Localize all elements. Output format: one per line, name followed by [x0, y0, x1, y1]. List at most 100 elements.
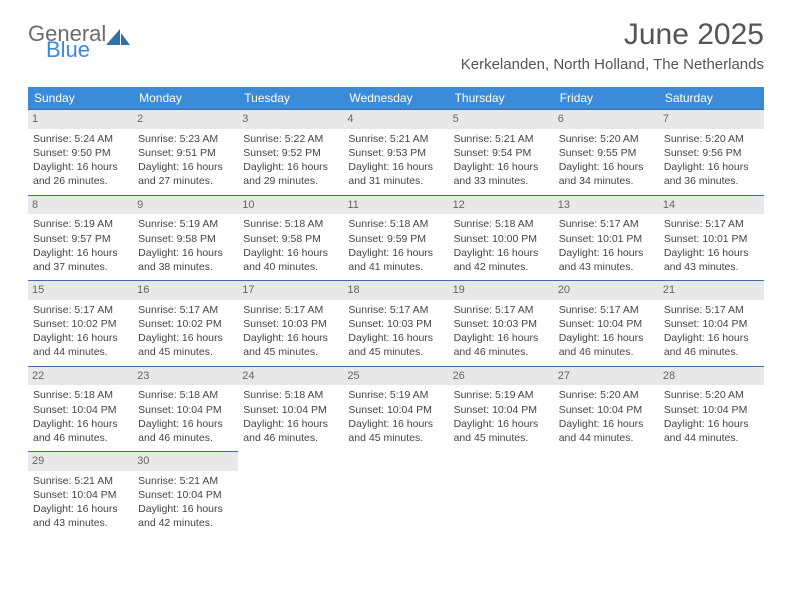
- sunset-text: Sunset: 9:50 PM: [33, 146, 128, 160]
- daylight-text: Daylight: 16 hours and 36 minutes.: [664, 160, 759, 188]
- weekday-header: Thursday: [449, 87, 554, 109]
- daylight-text: Daylight: 16 hours and 44 minutes.: [664, 417, 759, 445]
- sunrise-text: Sunrise: 5:22 AM: [243, 132, 338, 146]
- day-cell: [238, 451, 343, 537]
- sunset-text: Sunset: 10:02 PM: [33, 317, 128, 331]
- sunset-text: Sunset: 10:04 PM: [559, 403, 654, 417]
- sunrise-text: Sunrise: 5:23 AM: [138, 132, 233, 146]
- weekday-header: Wednesday: [343, 87, 448, 109]
- day-number: 25: [343, 366, 448, 386]
- sunrise-text: Sunrise: 5:18 AM: [33, 388, 128, 402]
- daylight-text: Daylight: 16 hours and 27 minutes.: [138, 160, 233, 188]
- sunset-text: Sunset: 9:58 PM: [243, 232, 338, 246]
- day-number: 19: [449, 280, 554, 300]
- day-number: 22: [28, 366, 133, 386]
- sunset-text: Sunset: 10:04 PM: [33, 403, 128, 417]
- day-number: 16: [133, 280, 238, 300]
- title-block: June 2025 Kerkelanden, North Holland, Th…: [461, 18, 764, 83]
- day-cell: 23 Sunrise: 5:18 AMSunset: 10:04 PMDaylig…: [133, 366, 238, 452]
- header: General Blue June 2025 Kerkelanden, Nort…: [28, 18, 764, 83]
- sunset-text: Sunset: 9:57 PM: [33, 232, 128, 246]
- daylight-text: Daylight: 16 hours and 46 minutes.: [454, 331, 549, 359]
- day-number: 9: [133, 195, 238, 215]
- day-cell: 4Sunrise: 5:21 AMSunset: 9:53 PMDaylight…: [343, 109, 448, 195]
- day-cell: 14Sunrise: 5:17 AMSunset: 10:01 PMDaylig…: [659, 195, 764, 281]
- day-number: 26: [449, 366, 554, 386]
- day-number: 27: [554, 366, 659, 386]
- sunset-text: Sunset: 10:04 PM: [138, 488, 233, 502]
- weekday-header: Monday: [133, 87, 238, 109]
- day-number: 30: [133, 451, 238, 471]
- sunrise-text: Sunrise: 5:21 AM: [33, 474, 128, 488]
- day-number: 4: [343, 109, 448, 129]
- month-title: June 2025: [461, 18, 764, 52]
- sunrise-text: Sunrise: 5:17 AM: [348, 303, 443, 317]
- day-number: 5: [449, 109, 554, 129]
- sunrise-text: Sunrise: 5:20 AM: [559, 132, 654, 146]
- day-cell: 15Sunrise: 5:17 AMSunset: 10:02 PMDaylig…: [28, 280, 133, 366]
- sail-icon: [106, 29, 130, 47]
- sunrise-text: Sunrise: 5:17 AM: [559, 303, 654, 317]
- sunset-text: Sunset: 10:00 PM: [454, 232, 549, 246]
- sunrise-text: Sunrise: 5:17 AM: [454, 303, 549, 317]
- day-number: 3: [238, 109, 343, 129]
- day-number: 8: [28, 195, 133, 215]
- daylight-text: Daylight: 16 hours and 26 minutes.: [33, 160, 128, 188]
- sunrise-text: Sunrise: 5:17 AM: [243, 303, 338, 317]
- daylight-text: Daylight: 16 hours and 46 minutes.: [559, 331, 654, 359]
- day-cell: 26Sunrise: 5:19 AMSunset: 10:04 PMDaylig…: [449, 366, 554, 452]
- sunrise-text: Sunrise: 5:20 AM: [559, 388, 654, 402]
- week-row: 8 Sunrise: 5:19 AMSunset: 9:57 PM Daylight…: [28, 195, 764, 281]
- sunset-text: Sunset: 10:01 PM: [664, 232, 759, 246]
- daylight-text: Daylight: 16 hours and 46 minutes.: [138, 417, 233, 445]
- day-cell: 22 Sunrise: 5:18 AMSunset: 10:04 PMDaylig…: [28, 366, 133, 452]
- weekday-header: Sunday: [28, 87, 133, 109]
- day-cell: 20Sunrise: 5:17 AMSunset: 10:04 PMDaylig…: [554, 280, 659, 366]
- location-text: Kerkelanden, North Holland, The Netherla…: [461, 56, 764, 73]
- daylight-text: Daylight: 16 hours and 45 minutes.: [138, 331, 233, 359]
- sunrise-text: Sunrise: 5:21 AM: [348, 132, 443, 146]
- daylight-text: Daylight: 16 hours and 43 minutes.: [33, 502, 128, 530]
- daylight-text: Daylight: 16 hours and 45 minutes.: [243, 331, 338, 359]
- sunrise-text: Sunrise: 5:17 AM: [33, 303, 128, 317]
- sunrise-text: Sunrise: 5:21 AM: [138, 474, 233, 488]
- sunrise-text: Sunrise: 5:20 AM: [664, 132, 759, 146]
- sunset-text: Sunset: 10:04 PM: [243, 403, 338, 417]
- daylight-text: Daylight: 16 hours and 43 minutes.: [559, 246, 654, 274]
- day-cell: 13Sunrise: 5:17 AMSunset: 10:01 PMDaylig…: [554, 195, 659, 281]
- daylight-text: Daylight: 16 hours and 29 minutes.: [243, 160, 338, 188]
- sunset-text: Sunset: 9:56 PM: [664, 146, 759, 160]
- day-cell: 17Sunrise: 5:17 AMSunset: 10:03 PMDaylig…: [238, 280, 343, 366]
- day-number: 12: [449, 195, 554, 215]
- sunrise-text: Sunrise: 5:18 AM: [138, 388, 233, 402]
- sunrise-text: Sunrise: 5:19 AM: [33, 217, 128, 231]
- daylight-text: Daylight: 16 hours and 45 minutes.: [348, 417, 443, 445]
- sunrise-text: Sunrise: 5:17 AM: [559, 217, 654, 231]
- weekday-header: Saturday: [659, 87, 764, 109]
- sunset-text: Sunset: 10:04 PM: [138, 403, 233, 417]
- daylight-text: Daylight: 16 hours and 42 minutes.: [138, 502, 233, 530]
- daylight-text: Daylight: 16 hours and 45 minutes.: [348, 331, 443, 359]
- daylight-text: Daylight: 16 hours and 34 minutes.: [559, 160, 654, 188]
- daylight-text: Daylight: 16 hours and 42 minutes.: [454, 246, 549, 274]
- sunrise-text: Sunrise: 5:18 AM: [454, 217, 549, 231]
- day-number: 7: [659, 109, 764, 129]
- sunset-text: Sunset: 10:03 PM: [454, 317, 549, 331]
- day-cell: 11Sunrise: 5:18 AMSunset: 9:59 PMDayligh…: [343, 195, 448, 281]
- day-number: 10: [238, 195, 343, 215]
- day-cell: 18 Sunrise: 5:17 AMSunset: 10:03 PMDaylig…: [343, 280, 448, 366]
- daylight-text: Daylight: 16 hours and 46 minutes.: [33, 417, 128, 445]
- week-row: 1Sunrise: 5:24 AMSunset: 9:50 PMDaylight…: [28, 109, 764, 195]
- sunrise-text: Sunrise: 5:18 AM: [243, 388, 338, 402]
- sunset-text: Sunset: 10:04 PM: [348, 403, 443, 417]
- day-number: 1: [28, 109, 133, 129]
- sunset-text: Sunset: 10:03 PM: [348, 317, 443, 331]
- day-cell: 1Sunrise: 5:24 AMSunset: 9:50 PMDaylight…: [28, 109, 133, 195]
- sunrise-text: Sunrise: 5:17 AM: [664, 217, 759, 231]
- day-number: 23: [133, 366, 238, 386]
- week-row: 29Sunrise: 5:21 AMSunset: 10:04 PMDaylig…: [28, 451, 764, 537]
- sunset-text: Sunset: 9:59 PM: [348, 232, 443, 246]
- daylight-text: Daylight: 16 hours and 41 minutes.: [348, 246, 443, 274]
- day-cell: 27Sunrise: 5:20 AMSunset: 10:04 PMDaylig…: [554, 366, 659, 452]
- day-number: 18: [343, 280, 448, 300]
